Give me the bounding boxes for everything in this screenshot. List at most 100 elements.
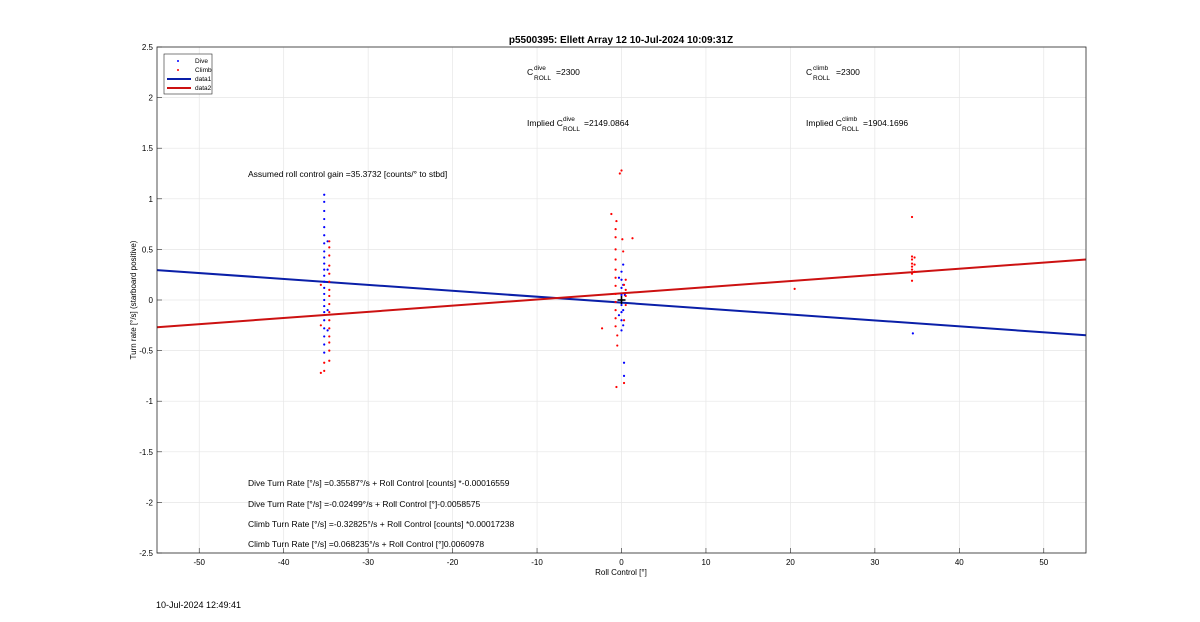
point-climb: [328, 319, 331, 322]
point-climb: [323, 361, 326, 364]
chart-title: p5500395: Ellett Array 12 10-Jul-2024 10…: [509, 35, 733, 46]
point-dive: [620, 293, 623, 297]
c-sup: dive: [534, 65, 546, 72]
point-dive: [620, 286, 623, 289]
implied-value: =1904.1696: [863, 118, 908, 128]
point-dive: [323, 200, 326, 203]
implied-dive-annotation: Implied C dive ROLL =2149.0864: [527, 116, 629, 133]
implied-sup: climb: [842, 116, 858, 123]
legend-label: data2: [195, 85, 212, 92]
point-dive: [323, 250, 326, 253]
point-dive: [620, 311, 623, 314]
y-axis-label: Turn rate [°/s] (starboard positive): [129, 240, 138, 359]
point-climb: [616, 334, 619, 337]
point-dive: [622, 374, 626, 377]
point-climb: [614, 317, 617, 320]
y-tick-label: 2: [149, 94, 154, 103]
equation-dive-counts: Dive Turn Rate [°/s] =0.35587°/s + Roll …: [248, 478, 510, 488]
point-climb: [631, 237, 634, 240]
point-climb: [600, 327, 604, 330]
point-climb: [913, 263, 916, 266]
implied-sup: dive: [563, 116, 575, 123]
x-tick-label: -40: [278, 558, 290, 567]
point-dive: [323, 335, 326, 338]
point-dive: [622, 324, 625, 327]
point-climb: [910, 255, 914, 258]
c-sub: ROLL: [813, 75, 830, 82]
point-climb: [622, 250, 625, 253]
equation-climb-degrees: Climb Turn Rate [°/s] =0.068235°/s + Rol…: [248, 539, 484, 549]
point-dive: [323, 262, 326, 265]
point-climb: [910, 272, 914, 275]
point-climb: [323, 369, 326, 372]
legend-label: Climb: [195, 67, 212, 74]
point-climb: [913, 256, 916, 259]
point-climb: [624, 294, 627, 298]
c-value: =2300: [556, 67, 580, 77]
x-tick-label: 50: [1039, 558, 1048, 567]
c-roll-climb-annotation: C climb ROLL =2300: [806, 65, 860, 82]
implied-climb-annotation: Implied C climb ROLL =1904.1696: [806, 116, 908, 133]
point-dive: [326, 240, 329, 243]
data-points: [319, 169, 916, 389]
point-climb: [622, 381, 626, 385]
x-tick-label: 30: [870, 558, 879, 567]
point-dive: [323, 256, 326, 259]
point-dive: [323, 292, 326, 296]
gain-annotation: Assumed roll control gain =35.3732 [coun…: [248, 169, 447, 179]
implied-value: =2149.0864: [584, 118, 629, 128]
x-axis-label: Roll Control [°]: [595, 568, 647, 577]
point-dive: [622, 263, 625, 266]
x-tick-label: -20: [447, 558, 459, 567]
x-tick-label: 40: [955, 558, 964, 567]
point-dive: [323, 327, 326, 330]
point-climb: [328, 302, 331, 306]
point-dive: [323, 242, 326, 245]
point-dive: [323, 217, 326, 221]
c-base: C: [527, 67, 533, 77]
point-dive: [323, 343, 326, 346]
point-climb: [328, 240, 331, 243]
point-climb: [328, 311, 331, 314]
point-dive: [323, 311, 326, 314]
legend-item-data1: data1: [167, 76, 212, 83]
point-dive: [323, 226, 326, 229]
point-climb: [328, 264, 331, 267]
y-ticks: -2.5 -2 -1.5 -1 -0.5 0 0.5 1 1.5 2 2.5: [139, 43, 162, 558]
point-climb: [614, 292, 617, 296]
y-tick-label: 0.5: [142, 245, 154, 254]
point-dive: [620, 278, 623, 281]
point-climb: [328, 280, 331, 283]
point-dive: [323, 298, 326, 302]
y-tick-label: -1: [146, 397, 154, 406]
c-sup: climb: [813, 65, 829, 72]
point-dive: [323, 209, 326, 213]
y-tick-label: 1: [149, 195, 154, 204]
point-climb: [328, 335, 331, 338]
point-climb: [319, 324, 322, 327]
point-climb: [614, 300, 617, 304]
point-dive: [323, 304, 326, 308]
point-dive: [323, 351, 326, 354]
point-climb: [614, 325, 617, 328]
point-dive: [323, 280, 326, 283]
legend-item-climb: Climb: [177, 67, 212, 74]
point-dive: [326, 329, 329, 332]
x-tick-label: 20: [786, 558, 795, 567]
point-dive: [323, 274, 326, 277]
point-dive: [326, 268, 329, 271]
c-roll-dive-annotation: C dive ROLL =2300: [527, 65, 580, 82]
point-climb: [624, 278, 627, 281]
point-climb: [614, 248, 617, 251]
c-sub: ROLL: [534, 75, 551, 82]
point-climb: [910, 268, 914, 271]
point-dive: [617, 276, 621, 279]
point-dive: [620, 303, 623, 307]
point-climb: [614, 228, 617, 231]
x-tick-label: -30: [362, 558, 374, 567]
legend: Dive Climb data1 data2: [163, 53, 213, 95]
point-dive: [323, 319, 326, 322]
legend-item-dive: Dive: [177, 58, 208, 65]
point-climb: [910, 279, 914, 282]
